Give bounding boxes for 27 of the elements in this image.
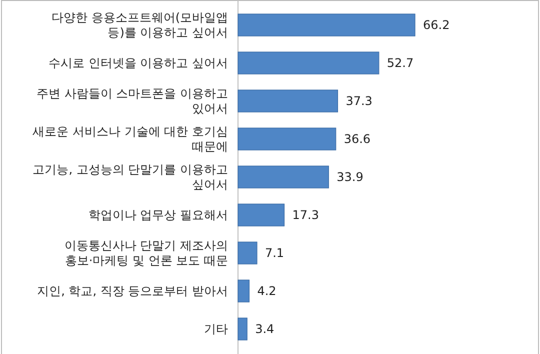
y-tick-label: 기타 — [204, 322, 228, 336]
data-label: 17.3 — [292, 208, 319, 222]
y-tick-label: 새로운 서비스나 기술에 대한 호기심 때문에 — [32, 124, 228, 154]
y-tick-label: 지인, 학교, 직장 등으로부터 받아서 — [37, 284, 228, 298]
y-tick-label: 다양한 응용소프트웨어(모바일앱 등)를 이용하고 싶어서 — [52, 10, 228, 40]
data-label: 52.7 — [386, 56, 414, 70]
bar — [238, 166, 329, 188]
bar — [238, 242, 258, 264]
bar — [238, 14, 416, 36]
data-label: 36.6 — [344, 132, 371, 146]
data-label: 66.2 — [423, 18, 450, 32]
y-tick-label: 학업이나 업무상 필요해서 — [88, 208, 228, 222]
bar — [238, 280, 250, 302]
bar — [238, 204, 285, 226]
data-label: 3.4 — [255, 322, 274, 336]
y-tick-label: 주변 사람들이 스마트폰을 이용하고 있어서 — [36, 86, 228, 116]
data-label: 4.2 — [257, 284, 276, 298]
bar — [238, 128, 336, 150]
y-tick-label: 이동통신사나 단말기 제조사의 홍보·마케팅 및 언론 보도 때문 — [64, 238, 228, 268]
data-label: 33.9 — [336, 170, 364, 184]
bar — [238, 52, 380, 74]
bar — [238, 318, 248, 340]
bar — [238, 90, 338, 112]
y-tick-label: 고기능, 고성능의 단말기를 이용하고 싶어서 — [32, 162, 228, 192]
data-label: 7.1 — [264, 246, 284, 260]
y-tick-label: 수시로 인터넷을 이용하고 싶어서 — [48, 56, 228, 70]
data-label: 37.3 — [346, 94, 372, 108]
